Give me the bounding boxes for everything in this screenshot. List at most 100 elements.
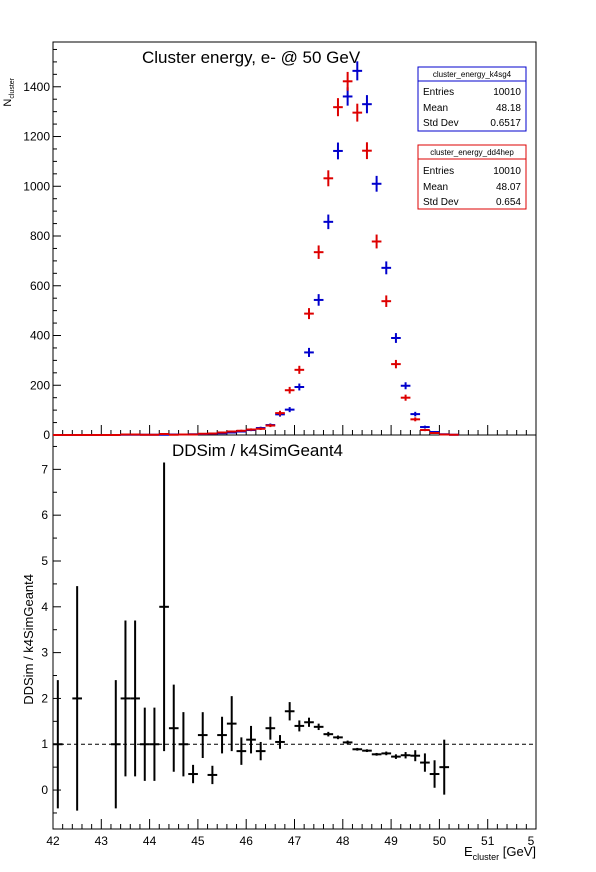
data-point [352,61,363,81]
data-point [362,95,372,114]
ratio-point [236,737,247,765]
data-point [342,71,353,91]
data-point [284,407,295,413]
data-point [304,308,314,320]
y-tick-label: 600 [30,279,50,293]
x-tick-label: 46 [240,834,254,848]
ratio-point [72,586,82,811]
y-tick-label: 200 [30,378,50,392]
stats-box-dd4hep: cluster_energy_dd4hep Entries 10010 Mean… [417,144,527,210]
ratio-point [197,712,208,758]
data-point [400,382,411,390]
bottom-title: DDSim / k4SimGeant4 [172,441,343,460]
x-tick-label: 44 [143,834,157,848]
ratio-point [246,725,256,754]
stats-entries-value: 10010 [493,87,521,98]
bottom-x-axis: 42 43 44 45 46 47 48 49 50 51 5 [46,819,537,848]
ratio-point [371,752,382,756]
ratio-point [139,707,150,781]
ratio-point [323,731,334,737]
data-point [381,295,392,307]
ratio-point [313,723,324,731]
top-y-axis: 0 200 400 600 800 1000 1200 1400 [23,48,61,442]
data-point [207,432,218,435]
stats-mean-value: 48.07 [496,182,521,193]
stats-box-k4sg4: cluster_energy_k4sg4 Entries 10010 Mean … [417,66,527,132]
data-point [391,359,401,369]
ratio-point [304,717,314,727]
stats-entries-label: Entries [423,166,454,177]
x-tick-label: 48 [336,834,350,848]
y-tick-label: 2 [41,691,48,705]
ratio-point [362,749,372,753]
data-point [323,170,334,187]
x-tick-label: 5 [528,834,535,848]
stats-std-value: 0.654 [496,197,521,208]
ratio-point [178,712,189,777]
ratio-point [120,620,131,777]
data-point [313,294,324,306]
ratio-data-series [53,462,450,811]
ratio-point [188,764,198,784]
xlabel-group: Ecluster [GeV] [464,844,536,862]
ratio-point [168,684,179,772]
ratio-point [217,716,227,754]
y-tick-label: 1200 [23,130,50,144]
x-tick-label: 42 [46,834,60,848]
y-tick-label: 1400 [23,80,50,94]
data-point [420,428,430,432]
ratio-point [159,462,169,752]
data-point [352,103,363,122]
stats-mean-label: Mean [423,182,448,193]
y-tick-label: 3 [41,646,48,660]
y-tick-label: 7 [41,462,48,476]
top-ylabel-sub: cluster [9,77,16,98]
top-title: Cluster energy, e- @ 50 GeV [142,48,361,67]
stats-std-label: Std Dev [423,197,459,208]
ratio-point [400,752,411,759]
y-tick-label: 800 [30,229,50,243]
bottom-ylabel-group: DDSim / k4SimGeant4 [21,574,36,705]
ratio-point [333,735,343,740]
data-point [371,234,382,249]
ratio-point [265,716,276,740]
y-tick-label: 1 [41,737,48,751]
ratio-point [149,707,160,781]
svg-text:Ncluster: Ncluster [2,77,16,106]
ratio-point [391,754,401,759]
ratio-point [294,720,305,732]
data-point [226,430,237,433]
data-point [294,383,305,391]
top-ylabel-group: Ncluster [2,77,16,106]
ratio-point [284,702,295,721]
data-point [217,431,227,434]
x-tick-label: 51 [481,834,495,848]
ratio-point [342,740,353,745]
ratio-point [226,696,237,752]
ratio-point [275,735,285,749]
data-point [313,245,324,259]
data-point [410,411,421,417]
xlabel-sub: cluster [473,852,500,862]
data-point [371,175,382,192]
data-point [246,428,256,431]
stats-std-value: 0.6517 [490,118,521,129]
xlabel: E [464,844,473,859]
ratio-point [110,680,121,809]
ratio-point [429,760,440,788]
data-point [304,347,314,357]
ratio-point [352,747,363,751]
stats-mean-value: 48.18 [496,103,521,114]
x-tick-label: 50 [433,834,447,848]
x-tick-label: 49 [384,834,398,848]
ratio-point [207,765,218,785]
stats-box-dd4hep-name: cluster_energy_dd4hep [430,148,514,157]
data-point [284,386,295,394]
bottom-ylabel: DDSim / k4SimGeant4 [21,574,36,705]
stats-mean-label: Mean [423,103,448,114]
ratio-point [439,739,450,795]
data-point [236,429,247,432]
ratio-point [130,620,140,777]
stats-entries-value: 10010 [493,166,521,177]
data-point [333,98,343,117]
